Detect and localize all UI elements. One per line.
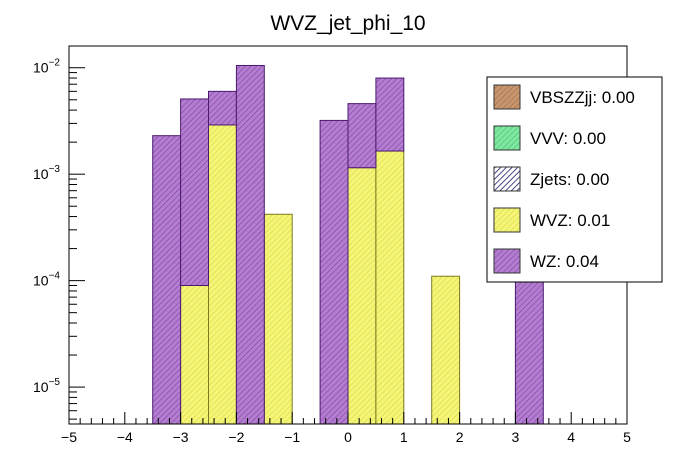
x-tick-label: −1	[284, 429, 300, 445]
legend-label-0: VBSZZjj: 0.00	[530, 88, 635, 107]
x-tick-label: −5	[61, 429, 77, 445]
legend-swatch-0	[493, 84, 521, 110]
x-tick-label: −2	[228, 429, 244, 445]
x-tick-label: −4	[117, 429, 133, 445]
x-tick-label: 3	[512, 429, 520, 445]
y-tick-label: 10−3	[33, 164, 60, 182]
x-tick-label: 5	[623, 429, 631, 445]
bar-wvz-2	[208, 124, 237, 425]
y-tick-label: 10−5	[33, 377, 60, 395]
y-tick-label: 10−4	[33, 271, 60, 289]
y-axis: 10−5 10−4 10−3 10−2	[33, 58, 85, 420]
y-tick-label: 10−2	[33, 58, 60, 76]
legend-label-4: WZ: 0.04	[530, 252, 599, 271]
x-tick-label: 2	[456, 429, 464, 445]
bar-wz-2	[208, 90, 237, 126]
legend-label-1: VVV: 0.00	[530, 129, 606, 148]
x-tick-label: 1	[400, 429, 408, 445]
bar-wvz-4	[263, 213, 293, 425]
x-tick-label: 4	[567, 429, 575, 445]
bar-wz-3	[235, 64, 265, 425]
bars-layer	[152, 64, 544, 425]
legend-swatch-4	[493, 248, 521, 274]
bar-wz-1	[180, 98, 210, 287]
bar-wvz-10	[431, 275, 461, 425]
bar-wz-8	[375, 77, 405, 152]
bar-wz-0	[152, 135, 182, 425]
x-tick-label: 0	[344, 429, 352, 445]
bar-wz-7	[347, 103, 377, 169]
x-axis: −5 −4 −3 −2 −1 0 1 2 3 4 5	[61, 412, 631, 445]
bar-wvz-8	[375, 150, 405, 425]
chart-title: WVZ_jet_phi_10	[270, 12, 425, 35]
bar-wz-13	[514, 280, 544, 425]
bar-wvz-1	[180, 285, 210, 425]
legend: VBSZZjj: 0.00 VVV: 0.00 Zjets: 0.00 WVZ: 0.…	[486, 76, 663, 283]
bar-wz-6	[319, 119, 349, 425]
legend-label-2: Zjets: 0.00	[530, 170, 609, 189]
x-tick-label: −3	[173, 429, 189, 445]
legend-label-3: WVZ: 0.01	[530, 211, 610, 230]
bar-wvz-7	[347, 167, 377, 425]
legend-swatch-1	[493, 125, 521, 151]
legend-swatch-2	[493, 166, 521, 192]
legend-swatch-3	[493, 207, 521, 233]
